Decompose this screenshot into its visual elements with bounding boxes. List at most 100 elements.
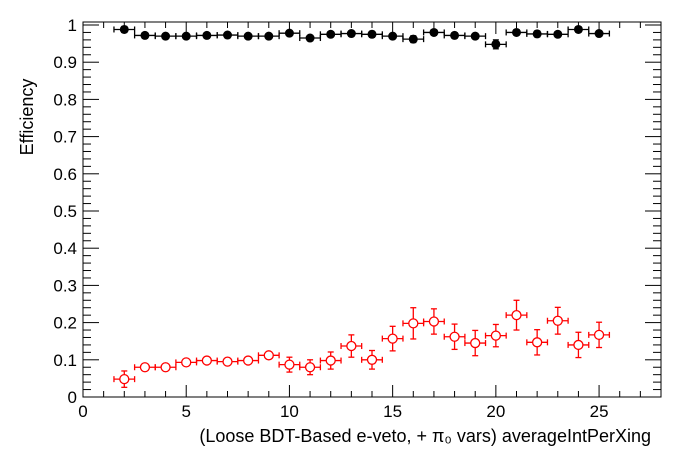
y-tick-label: 0.8 — [53, 90, 77, 109]
black-data-point — [361, 29, 383, 39]
black-data-point — [567, 24, 590, 34]
black-data-point — [402, 34, 425, 44]
marker — [511, 310, 522, 321]
y-tick-label: 0.6 — [53, 165, 77, 184]
y-tick-label: 0.3 — [53, 276, 77, 295]
x-tick-label: 5 — [181, 402, 190, 421]
black-data-point — [526, 29, 549, 39]
marker — [201, 355, 213, 366]
marker — [573, 24, 583, 34]
marker — [532, 29, 542, 39]
red-data-point — [505, 299, 528, 331]
marker — [408, 318, 419, 329]
marker — [263, 350, 274, 361]
black-data-point — [133, 30, 156, 40]
marker — [284, 359, 295, 370]
black-data-point — [340, 29, 363, 39]
marker — [242, 355, 254, 366]
red-data-point — [195, 355, 218, 366]
marker — [119, 373, 130, 385]
red-data-point — [319, 351, 342, 370]
marker — [305, 33, 315, 43]
plot-frame — [82, 21, 662, 398]
marker — [387, 333, 398, 344]
marker — [181, 31, 191, 41]
red-data-point — [340, 334, 363, 358]
red-data-point — [422, 308, 445, 335]
marker — [223, 30, 232, 40]
marker — [552, 315, 563, 326]
red-data-point — [299, 359, 322, 376]
marker — [490, 330, 502, 341]
black-data-point — [257, 31, 280, 41]
red-data-point — [484, 323, 507, 348]
marker — [531, 337, 543, 348]
marker — [470, 337, 481, 349]
black-data-point — [381, 31, 404, 41]
marker — [161, 31, 171, 41]
red-data-point — [464, 329, 487, 357]
marker — [243, 31, 253, 41]
marker — [428, 316, 440, 327]
black-data-point — [464, 31, 487, 41]
marker — [367, 29, 377, 39]
marker — [366, 354, 378, 365]
y-axis-label: Efficiency — [17, 79, 37, 156]
marker — [450, 30, 460, 40]
marker — [593, 329, 605, 341]
marker — [284, 28, 294, 38]
x-axis-label: (Loose BDT-Based e-veto, + π₀ vars) aver… — [199, 426, 651, 446]
red-data-point — [526, 329, 549, 356]
red-data-point — [588, 321, 611, 349]
marker — [388, 31, 398, 41]
black-data-point — [484, 39, 507, 50]
y-tick-label: 0 — [68, 388, 77, 407]
red-data-point — [257, 350, 280, 361]
marker — [573, 339, 584, 351]
y-tick-label: 0.9 — [53, 53, 77, 72]
black-data-point — [505, 27, 528, 37]
marker — [449, 331, 460, 342]
black-data-point — [154, 31, 177, 41]
red-data-point — [133, 362, 156, 373]
marker — [181, 357, 192, 368]
black-data-point — [175, 31, 198, 41]
red-data-point — [402, 307, 425, 340]
red-data-point — [546, 306, 569, 335]
marker — [202, 30, 212, 40]
black-data-point — [588, 29, 611, 39]
black-data-point — [299, 33, 322, 43]
red-data-point — [443, 323, 466, 351]
marker — [429, 27, 439, 37]
red-data-point — [237, 355, 260, 366]
black-data-point — [278, 28, 301, 38]
marker — [119, 24, 129, 34]
marker — [553, 29, 563, 39]
red-data-point — [175, 357, 198, 368]
red-data-point — [361, 349, 383, 370]
black-data-point — [113, 24, 136, 34]
marker — [304, 362, 316, 373]
marker — [325, 355, 336, 366]
y-tick-label: 1 — [68, 16, 77, 35]
x-tick-label: 10 — [280, 402, 299, 421]
y-tick-label: 0.4 — [53, 239, 77, 258]
y-tick-label: 0.7 — [53, 128, 77, 147]
red-data-point — [278, 356, 301, 373]
y-tick-label: 0.2 — [53, 314, 77, 333]
red-data-point — [381, 325, 404, 352]
red-data-point — [216, 356, 239, 367]
x-tick-label: 25 — [590, 402, 609, 421]
black-data-point — [216, 30, 239, 40]
red-data-point — [567, 331, 590, 359]
y-tick-label: 0.1 — [53, 351, 77, 370]
black-data-point — [546, 29, 569, 39]
x-tick-label: 20 — [486, 402, 505, 421]
marker — [139, 362, 151, 373]
marker — [326, 29, 336, 39]
marker — [408, 34, 418, 44]
black-data-point — [443, 30, 466, 40]
black-data-point — [319, 29, 342, 39]
marker — [222, 356, 233, 367]
